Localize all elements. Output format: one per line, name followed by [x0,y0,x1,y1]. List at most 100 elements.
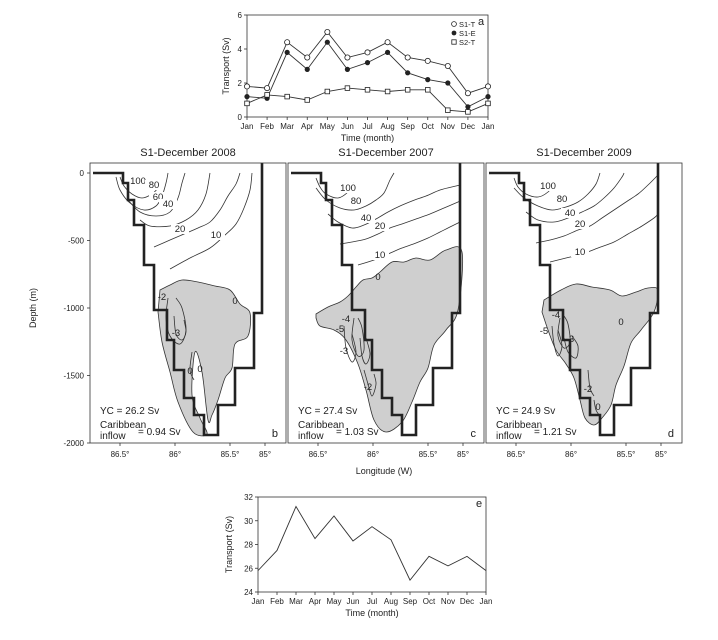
contour-label: 20 [575,219,586,230]
x-tick-label: 86.5° [309,450,328,459]
contour-line [139,172,211,228]
contour-label-bg [571,247,589,257]
contour-label: -4 [342,314,350,325]
contour-line [115,172,169,211]
contour-label: 0 [595,402,600,413]
data-point [324,28,331,35]
chart-a: 0 2 4 6 Jan Feb Mar Apr May Jun Jul Aug Sep Oct Nov Dec… [221,11,494,143]
contour-label: -5 [336,324,344,335]
data-point [244,94,250,100]
negative-contour-line [563,335,579,359]
data-point [364,60,371,66]
x-tick-label: Oct [422,122,435,131]
data-point [484,83,491,90]
data-point [304,66,310,72]
contour-label: 20 [175,224,186,235]
x-tick-label: Nov [441,122,455,131]
y-tick-label: 4 [238,45,243,54]
x-tick-label: Aug [384,597,398,606]
y-tick-label: -1500 [64,372,85,381]
negative-contour-line [551,325,563,357]
data-point [344,66,351,72]
contour-label: -2 [158,292,166,303]
chart-e: 24 26 28 30 32 Jan Feb Mar Apr May Jun Jul Aug Sep Oct… [224,493,492,618]
x-tick-label: Nov [441,597,455,606]
caribbean-label: Caribbean [496,420,542,431]
x-tick-label: Dec [460,597,474,606]
contour-label: 40 [361,213,372,224]
legend-label: S1-E [459,29,476,38]
panel-title: S1-December 2007 [338,147,433,159]
x-tick-label: Sep [403,597,418,606]
x-tick-label: 85.5° [419,450,438,459]
series-line-yc [257,505,487,581]
data-point [445,80,451,86]
plot-frame [89,162,287,444]
contour-label-bg [539,181,557,191]
y-tick-label: 30 [244,517,253,526]
x-tick-label: Dec [461,122,475,131]
x-tick-label: Apr [301,122,314,131]
data-point [364,87,371,93]
contour-label-bg [145,180,163,190]
x-tick-label: 86° [565,450,577,459]
data-point [364,49,371,56]
contour-label-bg [207,230,225,240]
contour-label: 40 [565,208,576,219]
contour-label: 40 [163,199,174,210]
data-point [465,109,471,115]
panel-label: e [476,498,482,510]
data-point [284,93,290,100]
x-tick-label: Jan [480,597,493,606]
x-tick-label: Apr [309,597,322,606]
caribbean-inflow-value: = 0.94 Sv [138,427,181,438]
data-point [485,100,491,107]
contour-label-bg [553,194,571,204]
x-tick-label: Feb [260,122,274,131]
caribbean-inflow-value: = 1.03 Sv [336,427,379,438]
panel-label: c [471,428,477,440]
contour-label-bg [171,224,189,234]
plot-frame [246,14,489,118]
x-tick-label: 85° [259,450,271,459]
legend-label: S1-T [459,20,476,29]
contour-label: 60 [153,192,164,203]
yc-transport: YC = 27.4 Sv [298,406,357,417]
x-tick-label: Jan [241,122,254,131]
legend-marker [451,21,457,27]
y-tick-label: 24 [244,588,253,597]
data-point [464,90,471,97]
legend-marker [451,39,457,45]
data-point [485,94,491,100]
contour-label-bg [561,208,579,218]
y-tick-label: 2 [238,79,243,88]
contour-line [513,177,555,198]
contour-label: 100 [130,176,146,187]
y-axis-label: Transport (Sv) [224,516,234,573]
x-tick-label: Sep [401,122,416,131]
zero-contour-label: 0 [232,296,237,307]
contour-label: -3 [172,328,180,339]
data-point [404,87,411,93]
negative-contour-line [587,369,595,397]
contour-line [127,172,186,217]
x-tick-label: May [320,122,335,131]
data-point [384,39,391,46]
inflow-label: inflow [496,431,522,442]
contour-line [339,200,461,245]
y-axis-label: Transport (Sv) [221,37,231,94]
caribbean-inflow-value: = 1.21 Sv [534,427,577,438]
y-axis-label: Depth (m) [28,288,38,328]
contour-line [525,172,625,223]
contour-label: -2 [584,384,592,395]
contour-label-bg [129,176,147,186]
contour-label: -2 [364,382,372,393]
data-point [384,49,391,56]
caribbean-label: Caribbean [100,420,146,431]
yc-transport: YC = 24.9 Sv [496,406,555,417]
x-tick-label: Jul [367,597,377,606]
negative-contour-line [359,337,371,365]
contour-label: 80 [149,180,160,191]
caribbean-label: Caribbean [298,420,344,431]
